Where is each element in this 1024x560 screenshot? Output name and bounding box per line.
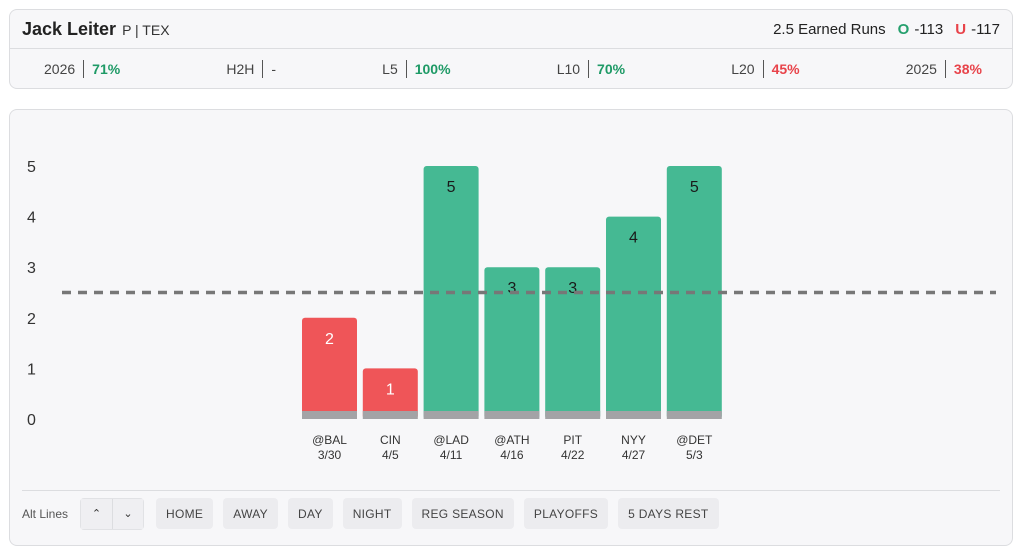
filter-chips: HOME AWAY DAY NIGHT REG SEASON PLAYOFFS 5 DAYS… bbox=[156, 498, 719, 529]
player-header-row: Jack Leiter P | TEX 2.5 Earned Runs O -1… bbox=[10, 10, 1012, 49]
alt-lines-label: Alt Lines bbox=[22, 506, 69, 521]
stat-label: L20 bbox=[731, 61, 755, 77]
stat-label: 2025 bbox=[905, 61, 937, 77]
stat-divider bbox=[83, 60, 85, 78]
stat-l5: L5 100% bbox=[382, 60, 451, 78]
over-odds[interactable]: O -113 bbox=[898, 21, 944, 38]
player-position-team: P | TEX bbox=[122, 21, 170, 38]
stat-divider bbox=[944, 60, 946, 78]
bar-value-label: 3 bbox=[507, 280, 516, 297]
under-odds-value: -117 bbox=[971, 20, 1000, 38]
stat-label: H2H bbox=[226, 61, 255, 77]
y-tick-label: 0 bbox=[27, 412, 36, 429]
chart-card: 0 1 2 3 4 5 2 @BAL 3/30 1 CIN 4/5 5 @LAD 4/11 3 @ATH 4/16… bbox=[9, 109, 1013, 546]
bar-value-label: 3 bbox=[568, 280, 577, 297]
x-tick-date: 4/16 bbox=[500, 448, 524, 462]
player-name: Jack Leiter bbox=[22, 18, 117, 39]
bar-base bbox=[302, 411, 357, 419]
y-tick-label: 2 bbox=[27, 311, 36, 328]
bar-value-label: 5 bbox=[447, 179, 456, 196]
stat-value: 71% bbox=[92, 61, 121, 77]
x-tick-date: 3/30 bbox=[318, 448, 342, 462]
bar-pit bbox=[545, 267, 601, 419]
x-tick-opponent: @LAD bbox=[433, 433, 469, 447]
stat-value: 38% bbox=[953, 61, 982, 77]
filter-chip-night[interactable]: NIGHT bbox=[342, 498, 402, 529]
bar-base bbox=[484, 411, 540, 419]
stat-l10: L10 70% bbox=[557, 60, 625, 78]
alt-lines-stepper: ⌃ ⌄ bbox=[80, 497, 145, 530]
prop-label: 2.5 Earned Runs bbox=[773, 20, 886, 38]
x-tick-opponent: @BAL bbox=[312, 433, 347, 447]
filter-chip-playoffs[interactable]: PLAYOFFS bbox=[523, 498, 609, 529]
bar-base bbox=[362, 411, 418, 419]
stat-value: 70% bbox=[597, 61, 626, 77]
hit-rate-stats: 2026 71% H2H - L5 100% L10 70% L20 45% 2025 38% bbox=[10, 49, 1012, 89]
x-tick-opponent: @ATH bbox=[494, 433, 529, 447]
y-tick-label: 1 bbox=[27, 361, 36, 378]
filter-chip-day[interactable]: DAY bbox=[288, 498, 333, 529]
bar-base bbox=[545, 411, 601, 419]
bar-base bbox=[666, 411, 722, 419]
bar-cin bbox=[362, 368, 418, 419]
x-tick-opponent: PIT bbox=[563, 433, 582, 447]
x-tick-opponent: NYY bbox=[621, 433, 646, 447]
stat-h2h: H2H - bbox=[226, 60, 276, 78]
stat-value: 45% bbox=[771, 61, 800, 77]
player-header-card: Jack Leiter P | TEX 2.5 Earned Runs O -1… bbox=[9, 9, 1013, 89]
stat-divider bbox=[262, 60, 264, 78]
y-tick-label: 3 bbox=[27, 260, 36, 277]
stat-label: 2026 bbox=[44, 61, 76, 77]
over-letter: O bbox=[897, 20, 910, 38]
bar-at-ath bbox=[484, 267, 540, 419]
stat-l20: L20 45% bbox=[731, 60, 800, 78]
stat-value: 100% bbox=[414, 61, 451, 77]
stat-2026: 2026 71% bbox=[44, 60, 120, 78]
under-letter: U bbox=[955, 20, 967, 38]
x-tick-opponent: CIN bbox=[380, 433, 401, 447]
stat-2025: 2025 38% bbox=[906, 60, 982, 78]
bar-value-label: 1 bbox=[386, 381, 395, 398]
stat-value: - bbox=[271, 61, 277, 77]
stat-label: L10 bbox=[556, 61, 581, 77]
y-tick-label: 5 bbox=[27, 159, 36, 176]
x-tick-date: 4/11 bbox=[440, 448, 463, 462]
stat-divider bbox=[405, 60, 407, 78]
under-odds[interactable]: U -117 bbox=[955, 21, 1000, 38]
x-tick-opponent: @DET bbox=[676, 433, 713, 447]
bar-nyy bbox=[606, 216, 661, 419]
over-odds-value: -113 bbox=[914, 20, 944, 38]
x-tick-date: 4/5 bbox=[382, 448, 399, 462]
bar-value-label: 4 bbox=[629, 230, 638, 247]
filter-chip-5-days-rest[interactable]: 5 DAYS REST bbox=[618, 498, 719, 529]
stat-divider bbox=[588, 60, 590, 78]
bar-value-label: 5 bbox=[690, 179, 699, 196]
stat-label: L5 bbox=[382, 61, 398, 77]
player-info: Jack Leiter P | TEX bbox=[22, 19, 170, 40]
bar-value-label: 2 bbox=[325, 331, 334, 348]
bar-base bbox=[606, 411, 661, 419]
bar-base bbox=[423, 411, 479, 419]
x-tick-date: 5/3 bbox=[686, 448, 703, 462]
bar-at-bal bbox=[302, 317, 357, 419]
x-tick-date: 4/27 bbox=[622, 448, 646, 462]
y-tick-label: 4 bbox=[27, 210, 36, 227]
filter-chip-home[interactable]: HOME bbox=[156, 498, 214, 529]
filter-chip-reg-season[interactable]: REG SEASON bbox=[411, 498, 514, 529]
chevron-up-icon[interactable]: ⌃ bbox=[81, 498, 113, 529]
x-tick-date: 4/22 bbox=[561, 448, 585, 462]
chevron-down-icon[interactable]: ⌄ bbox=[112, 498, 144, 529]
stat-divider bbox=[762, 60, 764, 78]
filter-bar: Alt Lines ⌃ ⌄ HOME AWAY DAY NIGHT REG SEASON… bbox=[22, 490, 1000, 536]
filter-chip-away[interactable]: AWAY bbox=[223, 498, 278, 529]
prop-line-group: 2.5 Earned Runs O -113 U -117 bbox=[773, 21, 1000, 38]
